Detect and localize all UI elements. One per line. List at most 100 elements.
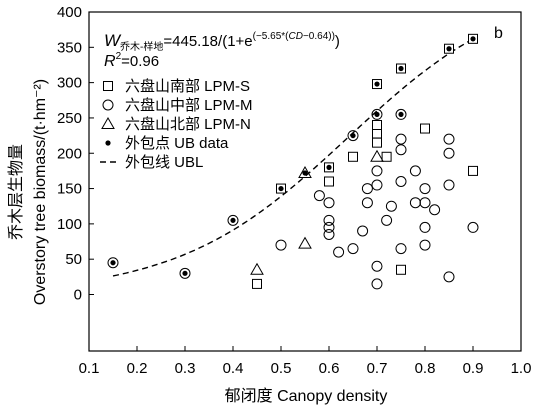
y-axis-title-cn: 乔木层生物量 xyxy=(7,144,25,240)
x-tick-label: 0.7 xyxy=(367,360,388,377)
legend-label: 六盘山北部 LPM-N xyxy=(125,115,251,133)
triangle-point xyxy=(298,236,312,249)
legend-triangle-symbol xyxy=(101,116,115,129)
circle-point xyxy=(179,267,191,279)
r-squared-text: R2=0.96 xyxy=(104,51,159,70)
circle-point xyxy=(395,108,407,120)
dot-point xyxy=(398,65,404,72)
circle-point xyxy=(419,197,431,209)
circle-point xyxy=(371,278,383,290)
x-tick-label: 0.6 xyxy=(319,360,340,377)
circle-point xyxy=(275,239,287,251)
circle-point xyxy=(323,228,335,240)
circle-point xyxy=(227,214,239,226)
legend-dot-symbol xyxy=(105,140,111,146)
circle-point xyxy=(443,271,455,283)
x-tick-label: 1.0 xyxy=(511,360,532,377)
legend-label: 六盘山中部 LPM-M xyxy=(125,96,253,114)
equation-w: W xyxy=(104,31,122,50)
circle-point xyxy=(323,197,335,209)
circle-point xyxy=(395,133,407,145)
circle-point xyxy=(443,179,455,191)
circle-point xyxy=(361,183,373,195)
legend-square-symbol xyxy=(103,81,113,91)
circle-point xyxy=(443,133,455,145)
equation-exponent-part1: (−5.65*( xyxy=(253,31,290,42)
x-tick-label: 0.9 xyxy=(463,360,484,377)
x-tick-label: 0.4 xyxy=(223,360,244,377)
dot-point xyxy=(470,36,476,42)
circle-point xyxy=(395,144,407,156)
x-tick-label: 0.3 xyxy=(175,360,196,377)
equation-w-subscript: 乔木-样地 xyxy=(120,40,163,53)
y-tick-label: 200 xyxy=(57,145,82,162)
dot-point xyxy=(398,111,404,118)
dot-point xyxy=(374,81,380,87)
legend-circle-symbol xyxy=(102,99,114,111)
circle-point xyxy=(371,179,383,191)
dot-point xyxy=(326,164,332,170)
circle-point xyxy=(107,257,119,269)
circle-point xyxy=(347,243,359,255)
dot-point xyxy=(302,170,308,176)
x-tick-label: 0.8 xyxy=(415,360,436,377)
equation-exponent-cd: CD xyxy=(289,31,303,42)
x-axis-title: 郁闭度 Canopy density xyxy=(225,387,388,405)
square-point xyxy=(396,264,406,275)
upper-boundary-curve-group xyxy=(112,38,474,277)
circle-point xyxy=(361,197,373,209)
triangle-point xyxy=(298,166,312,179)
circle-point xyxy=(409,165,421,177)
x-tick-label: 0.2 xyxy=(127,360,148,377)
axes-group: 0.1 0.2 0.3 0.4 0.5 0.6 0.7 0.8 0.9 1.0 0 50 100 150 2… xyxy=(57,4,531,377)
equation-exponent-part2: −0.64)) xyxy=(303,31,335,42)
r-squared-value: =0.96 xyxy=(121,53,159,70)
x-tick-label: 0.5 xyxy=(271,360,292,377)
square-point xyxy=(348,151,358,162)
square-point xyxy=(468,165,478,176)
circle-point xyxy=(429,204,441,216)
square-point xyxy=(324,176,334,187)
square-point xyxy=(381,151,392,162)
y-tick-label: 0 xyxy=(74,287,82,304)
y-axis-title-en: Overstory tree biomass/(t·hm⁻²) xyxy=(32,79,49,305)
circle-point xyxy=(409,197,421,209)
circle-point xyxy=(419,239,431,251)
plot-frame xyxy=(88,11,522,352)
circle-point xyxy=(323,214,335,226)
equation-main: =445.18/(1+e xyxy=(163,33,252,50)
r-squared-r: R xyxy=(104,53,116,70)
dot-point xyxy=(278,185,284,192)
y-tick-label: 100 xyxy=(57,216,82,233)
dot-point xyxy=(374,111,380,118)
circle-point xyxy=(385,200,397,212)
circle-point xyxy=(333,246,345,258)
y-tick-label: 400 xyxy=(57,4,82,21)
square-point xyxy=(420,123,430,134)
circle-point xyxy=(443,147,455,159)
dot-point xyxy=(446,46,452,52)
upper-boundary-line xyxy=(112,38,474,277)
circle-point xyxy=(467,221,479,233)
circle-point xyxy=(371,108,383,120)
dot-point xyxy=(230,217,236,223)
circle-point xyxy=(323,221,335,233)
legend-label: 外包线 UBL xyxy=(125,154,203,171)
x-tick-label: 0.1 xyxy=(79,360,100,377)
square-point xyxy=(252,278,262,289)
y-tick-label: 350 xyxy=(57,39,82,56)
dot-point xyxy=(350,132,356,139)
equation-text: W乔木-样地=445.18/(1+e(−5.65*(CD−0.64))) xyxy=(104,31,340,53)
triangle-point xyxy=(370,149,384,162)
square-point xyxy=(372,120,382,130)
circle-point xyxy=(395,176,407,187)
legend-label: 外包点 UB data xyxy=(125,135,229,152)
circle-point xyxy=(419,183,431,195)
square-point xyxy=(372,128,382,139)
y-tick-label: 300 xyxy=(57,75,82,92)
equation-close: ) xyxy=(335,33,340,50)
y-tick-label: 150 xyxy=(57,181,82,198)
